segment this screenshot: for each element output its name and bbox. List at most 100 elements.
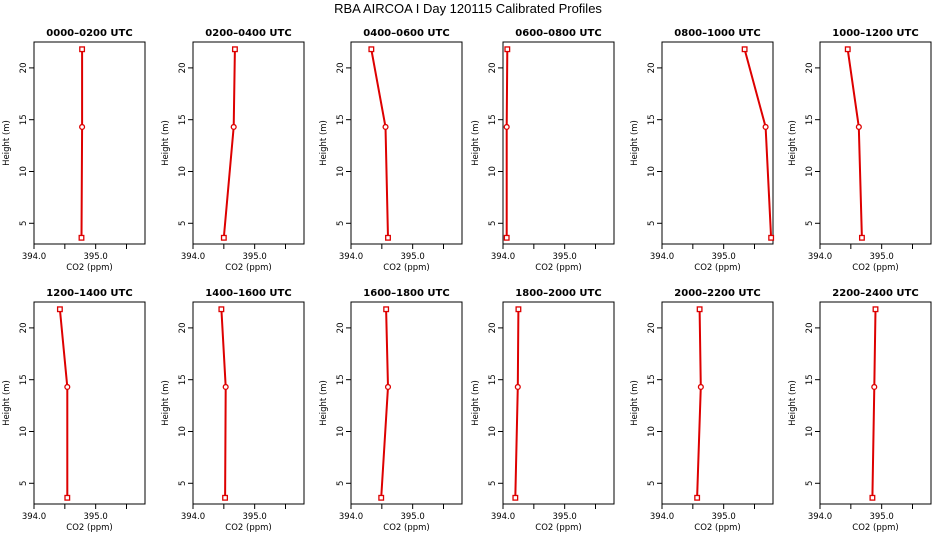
x-tick-label: 395.0 <box>400 252 424 262</box>
y-tick-label: 20 <box>488 62 498 73</box>
y-tick-label: 20 <box>19 322 29 333</box>
y-tick-label: 5 <box>19 481 29 486</box>
profile-line <box>743 49 773 238</box>
y-axis-label: Height (m) <box>630 120 640 166</box>
y-tick-label: 5 <box>488 221 498 226</box>
y-tick-label: 10 <box>178 426 188 437</box>
x-tick-label: 394.0 <box>491 512 515 522</box>
panel-title: 1200–1400 UTC <box>46 288 132 299</box>
x-tick-label: 394.0 <box>650 512 674 522</box>
plot-frame <box>502 41 615 245</box>
y-tick-label: 15 <box>336 374 346 385</box>
y-tick-label: 10 <box>647 426 657 437</box>
x-tick-label: 394.0 <box>808 252 832 262</box>
data-point <box>696 306 703 313</box>
y-axis-label: Height (m) <box>630 380 640 426</box>
data-point <box>78 234 85 241</box>
panel-3: 0400–0600 UTC 394.0 395.0 5 10 15 20 CO2 (ppm) H… <box>319 28 463 273</box>
panel-title: 0600–0800 UTC <box>515 28 601 39</box>
x-tick-label: 394.0 <box>650 252 674 262</box>
profile-line <box>370 49 389 238</box>
panel-2: 0200–0400 UTC 394.0 395.0 5 10 15 20 CO2 (ppm) H… <box>161 28 305 273</box>
y-tick-label: 15 <box>178 114 188 125</box>
y-tick-label: 5 <box>647 221 657 226</box>
data-point <box>762 123 769 130</box>
y-tick-label: 15 <box>647 374 657 385</box>
x-tick-label: 395.0 <box>711 512 735 522</box>
panel-title: 1000–1200 UTC <box>832 28 918 39</box>
profile-line <box>871 309 877 498</box>
y-axis-label: Height (m) <box>471 120 481 166</box>
y-tick-label: 20 <box>19 62 29 73</box>
data-point <box>230 123 237 130</box>
panel-title: 2200–2400 UTC <box>832 288 918 299</box>
data-point <box>694 494 701 501</box>
x-axis-label: CO2 (ppm) <box>535 263 581 273</box>
x-axis-label: CO2 (ppm) <box>383 263 429 273</box>
data-point <box>222 383 229 390</box>
y-tick-label: 15 <box>488 374 498 385</box>
y-tick-label: 5 <box>336 481 346 486</box>
y-tick-label: 10 <box>647 166 657 177</box>
panel-title: 0200–0400 UTC <box>205 28 291 39</box>
x-tick-label: 394.0 <box>22 252 46 262</box>
y-tick-label: 20 <box>647 62 657 73</box>
x-tick-label: 394.0 <box>339 252 363 262</box>
y-tick-label: 5 <box>178 221 188 226</box>
data-point <box>384 383 392 390</box>
data-point <box>64 383 71 390</box>
panel-title: 1800–2000 UTC <box>515 288 601 299</box>
data-point <box>858 234 865 241</box>
profile-line <box>846 49 863 238</box>
panel-title: 1600–1800 UTC <box>363 288 449 299</box>
panel-5: 0800–1000 UTC 394.0 395.0 5 10 15 20 CO2 (ppm) H… <box>630 28 775 273</box>
profile-line <box>380 309 389 498</box>
y-tick-label: 5 <box>805 481 815 486</box>
data-point <box>378 494 385 501</box>
data-point <box>515 306 522 313</box>
y-tick-label: 10 <box>488 166 498 177</box>
plot-frame <box>192 301 305 505</box>
plot-frame <box>661 301 774 505</box>
y-tick-label: 5 <box>336 221 346 226</box>
x-tick-label: 394.0 <box>22 512 46 522</box>
data-point <box>79 46 86 53</box>
data-point <box>855 123 862 130</box>
profile-line <box>58 309 69 498</box>
data-point <box>844 46 851 53</box>
x-tick-label: 394.0 <box>339 512 363 522</box>
data-point <box>503 123 510 130</box>
data-point <box>512 494 519 501</box>
y-tick-label: 5 <box>488 481 498 486</box>
profile-line <box>220 309 227 498</box>
y-tick-label: 5 <box>647 481 657 486</box>
x-tick-label: 395.0 <box>711 252 735 262</box>
plot-frame <box>350 41 463 245</box>
y-tick-label: 10 <box>805 426 815 437</box>
y-tick-label: 10 <box>19 166 29 177</box>
data-point <box>220 234 227 241</box>
y-tick-label: 15 <box>336 114 346 125</box>
data-point <box>768 234 775 241</box>
panel-title: 1400–1600 UTC <box>205 288 291 299</box>
y-axis-label: Height (m) <box>788 380 798 426</box>
profile-line <box>505 49 509 238</box>
y-tick-label: 10 <box>805 166 815 177</box>
y-tick-label: 20 <box>178 62 188 73</box>
y-tick-label: 15 <box>647 114 657 125</box>
x-axis-label: CO2 (ppm) <box>383 523 429 533</box>
y-axis-label: Height (m) <box>2 120 12 166</box>
profile-line <box>696 309 702 498</box>
data-point <box>872 306 879 313</box>
y-tick-label: 5 <box>19 221 29 226</box>
plot-frame <box>819 301 932 505</box>
x-axis-label: CO2 (ppm) <box>66 523 112 533</box>
y-axis-label: Height (m) <box>319 120 329 166</box>
data-point <box>871 383 878 390</box>
x-tick-label: 395.0 <box>242 252 266 262</box>
data-point <box>504 46 511 53</box>
y-axis-label: Height (m) <box>161 120 171 166</box>
y-tick-label: 20 <box>805 62 815 73</box>
data-point <box>64 494 71 501</box>
y-tick-label: 20 <box>336 62 346 73</box>
